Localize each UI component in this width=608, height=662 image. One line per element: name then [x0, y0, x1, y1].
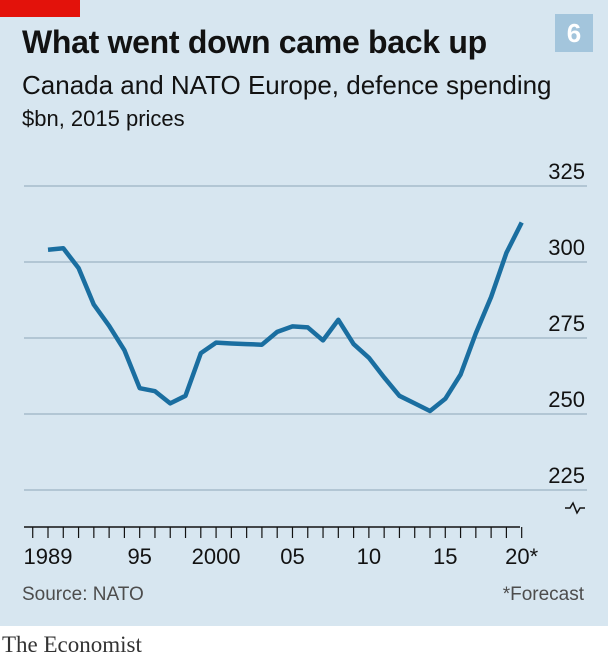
chart-source: Source: NATO: [22, 584, 144, 605]
chart-footnote: *Forecast: [502, 584, 584, 605]
y-tick-label-275: 275: [548, 311, 585, 336]
chart-title: What went down came back up: [22, 24, 487, 60]
x-tick-label-05: 05: [280, 544, 304, 569]
x-tick-label-20-forecast: 20*: [505, 544, 538, 569]
x-tick-label-10: 10: [357, 544, 381, 569]
chart-units: $bn, 2015 prices: [22, 106, 185, 131]
brand-red-tag: [0, 0, 80, 17]
axis-break-icon: [565, 501, 585, 515]
line-chart: 225 250 275 300 325 1989 95 2000 05 10 15 20*: [24, 159, 587, 569]
x-tick-label-95: 95: [127, 544, 151, 569]
y-tick-label-300: 300: [548, 235, 585, 260]
series-line-0: [47, 221, 524, 414]
chart-number-badge: 6: [555, 14, 593, 52]
y-tick-label-250: 250: [548, 387, 585, 412]
y-tick-label-325: 325: [548, 159, 585, 184]
x-tick-label-2000: 2000: [192, 544, 241, 569]
chart-subtitle: Canada and NATO Europe, defence spending: [22, 70, 552, 100]
chart-card: What went down came back up Canada and N…: [0, 0, 608, 626]
x-tick-label-15: 15: [433, 544, 457, 569]
economist-wordmark: The Economist: [2, 632, 142, 657]
x-tick-label-1989: 1989: [24, 544, 73, 569]
y-tick-label-225: 225: [548, 463, 585, 488]
